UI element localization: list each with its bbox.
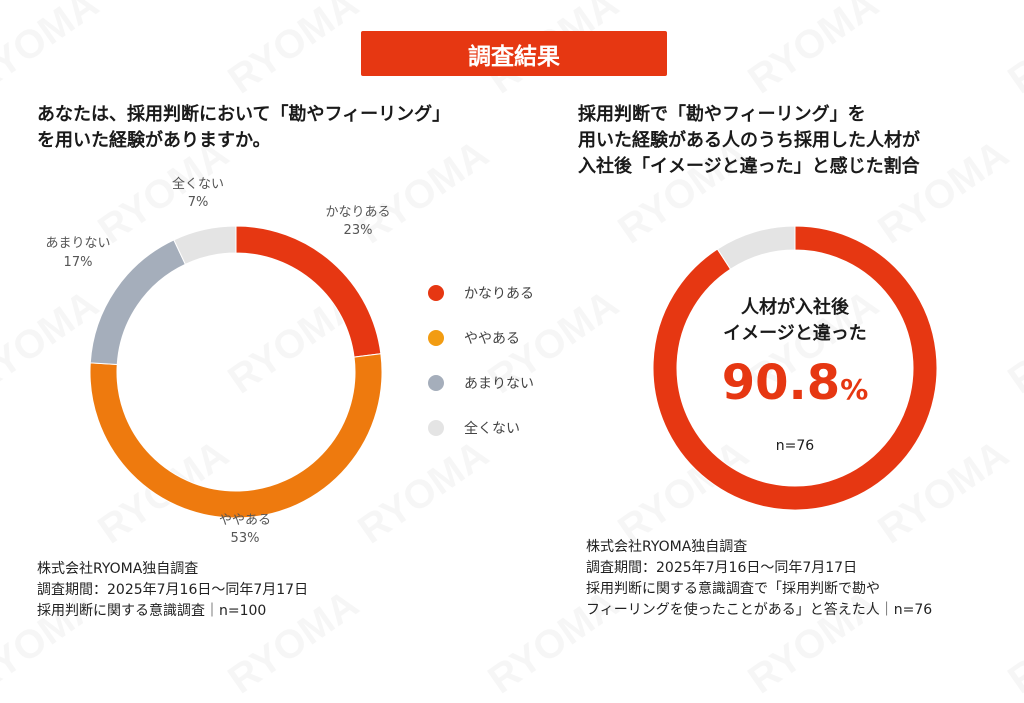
center-sample-size: n=76	[775, 438, 815, 454]
slice-label-value: 17%	[64, 255, 93, 270]
donut-slice-1	[716, 225, 796, 270]
legend-item: かなりある	[428, 270, 534, 315]
legend-item: ややある	[428, 315, 534, 360]
slice-label-value: 7%	[188, 195, 209, 210]
left-slice-labels: かなりある 23% ややある 53% あまりない 17% 全くない 7%	[45, 176, 390, 546]
note-line: 採用判断に関する意識調査で「採用判断で勘や	[586, 581, 880, 597]
center-title-line: イメージと違った	[723, 323, 867, 344]
left-question-line: あなたは、採用判断において「勘やフィーリング」	[37, 104, 451, 125]
slice-label-category: かなりある	[325, 205, 390, 220]
donut-slice-2	[89, 239, 186, 366]
right-question-line: 採用判断で「勘やフィーリング」を	[578, 104, 866, 125]
left-donut	[89, 225, 383, 519]
center-value-unit: %	[840, 373, 869, 406]
slice-label-value: 23%	[344, 223, 373, 238]
legend-swatch-icon	[428, 329, 444, 346]
slice-label-value: 53%	[231, 531, 260, 546]
note-line: 株式会社RYOMA独自調査	[586, 539, 748, 555]
right-donut	[652, 225, 938, 511]
legend-label: かなりある	[464, 285, 534, 302]
center-value: 90.8%	[655, 355, 935, 418]
legend-label: 全くない	[464, 420, 520, 437]
right-question: 採用判断で「勘やフィーリング」を 用いた経験がある人のうち採用した人材が 入社後…	[578, 102, 1018, 180]
legend-label: あまりない	[464, 375, 534, 392]
results-banner: 調査結果	[361, 31, 667, 76]
note-line: 調査期間：2025年7月16日～同年7月17日	[37, 582, 309, 598]
left-question: あなたは、採用判断において「勘やフィーリング」 を用いた経験がありますか。	[37, 102, 537, 154]
donut-slice-3	[173, 225, 237, 265]
right-donut-center: 人材が入社後 イメージと違った 90.8% n=76	[655, 295, 935, 454]
slice-label-category: 全くない	[172, 176, 224, 192]
right-notes: 株式会社RYOMA独自調査 調査期間：2025年7月16日～同年7月17日 採用…	[586, 537, 932, 621]
slice-label-category: ややある	[219, 513, 271, 528]
slice-label-category: あまりない	[45, 236, 110, 251]
donut-charts: かなりある 23% ややある 53% あまりない 17% 全くない 7%	[45, 176, 938, 546]
legend-label: ややある	[464, 330, 520, 347]
legend-swatch-icon	[428, 284, 444, 301]
note-line: フィーリングを使ったことがある」と答えた人｜n=76	[586, 602, 933, 618]
left-question-line: を用いた経験がありますか。	[37, 130, 271, 151]
note-line: 調査期間：2025年7月16日～同年7月17日	[586, 560, 858, 576]
center-value-number: 90.8	[721, 355, 841, 411]
note-line: 株式会社RYOMA独自調査	[37, 561, 199, 577]
legend-item: あまりない	[428, 360, 534, 405]
legend-swatch-icon	[428, 419, 444, 436]
right-question-line: 入社後「イメージと違った」と感じた割合	[578, 156, 920, 177]
center-title-line: 人材が入社後	[741, 297, 849, 318]
donut-slice-1	[89, 353, 383, 519]
donut-slice-0	[652, 225, 938, 511]
donut-slice-0	[235, 225, 382, 358]
note-line: 採用判断に関する意識調査｜n=100	[37, 603, 267, 619]
legend-item: 全くない	[428, 405, 534, 450]
right-question-line: 用いた経験がある人のうち採用した人材が	[578, 130, 920, 151]
legend-swatch-icon	[428, 374, 444, 391]
left-legend: かなりある ややある あまりない 全くない	[428, 270, 534, 450]
left-notes: 株式会社RYOMA独自調査 調査期間：2025年7月16日～同年7月17日 採用…	[37, 559, 308, 622]
